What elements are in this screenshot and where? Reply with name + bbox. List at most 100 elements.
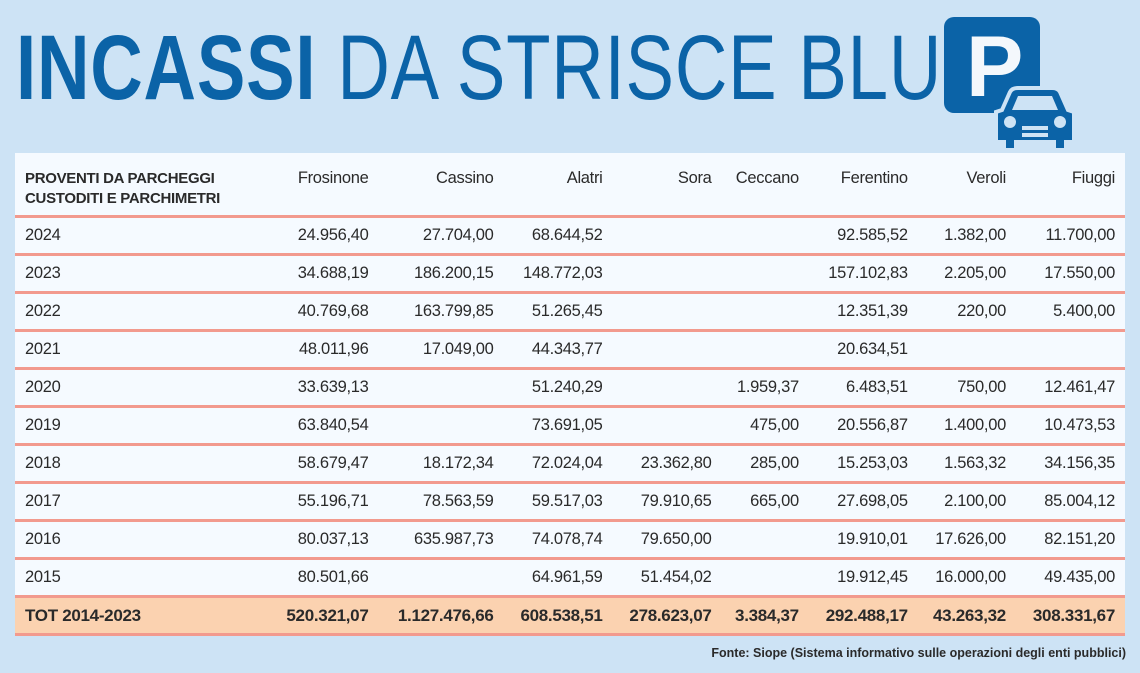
table-cell: 59.517,03 [531, 492, 603, 510]
page-title: INCASSI DA STRISCE BLU [16, 22, 942, 114]
table-cell [379, 369, 504, 407]
title-bold: INCASSI [16, 17, 317, 119]
table-cell: 285,00 [750, 454, 799, 472]
table-cell: 608.538,51 [503, 596, 613, 635]
table-cell: 27.698,05 [837, 492, 908, 510]
table-cell: 278.623,07 [612, 596, 722, 635]
table-cell: 520.321,07 [269, 596, 379, 635]
table-row: 2020 33.639,13 51.240,29 1.959,37 6.483,51 75… [15, 369, 1125, 407]
table-cell [918, 331, 1016, 369]
total-row: TOT 2014-2023 520.321,07 1.127.476,66 608.5… [15, 596, 1125, 635]
table-cell: 15.253,03 [837, 454, 908, 472]
table-cell: 12.351,39 [837, 302, 908, 320]
table-cell: 20.556,87 [837, 416, 908, 434]
table-cell [722, 255, 809, 293]
title-light: DA STRISCE BLU [337, 17, 943, 119]
table-cell: 74.078,74 [531, 530, 603, 548]
table-cell [722, 559, 809, 597]
table-row: 2021 48.011,96 17.049,00 44.343,77 20.634,51 [15, 331, 1125, 369]
table-cell: 308.331,67 [1015, 596, 1125, 635]
table-cell: 3.384,37 [721, 596, 809, 635]
table-cell [613, 331, 722, 369]
table-cell: 68.644,52 [531, 226, 603, 244]
table-cell: 48.011,96 [299, 340, 369, 358]
table-cell [1016, 331, 1125, 369]
table-cell: 20.634,51 [837, 340, 908, 358]
table-cell: 63.840,54 [297, 416, 369, 434]
column-header: Alatri [566, 169, 603, 187]
table-row: 2016 80.037,13 635.987,73 74.078,74 79.650,0… [15, 521, 1125, 559]
table-row: 2022 40.769,68 163.799,85 51.265,45 12.351,3… [15, 293, 1125, 331]
source-note: Fonte: Siope (Sistema informativo sulle … [711, 646, 1126, 660]
table-cell: 51.240,29 [531, 378, 603, 396]
table-cell: 163.799,85 [413, 302, 494, 320]
table-cell: 51.454,02 [640, 568, 712, 586]
table-cell: 40.769,68 [297, 302, 369, 320]
table-cell [613, 407, 722, 445]
table-row: 2015 80.501,66 64.961,59 51.454,02 19.912,45… [15, 559, 1125, 597]
table-cell: 23.362,80 [640, 454, 712, 472]
table-cell: 78.563,59 [422, 492, 494, 510]
table-cell [613, 293, 722, 331]
table-cell: 55.196,71 [297, 492, 369, 510]
table-cell: 5.400,00 [1053, 302, 1115, 320]
table-cell [722, 293, 809, 331]
table-cell: 10.473,53 [1044, 416, 1115, 434]
header-label: PROVENTI DA PARCHEGGI CUSTODITI E PARCHIM… [25, 170, 221, 207]
table-cell [722, 331, 809, 369]
row-label: 2018 [25, 454, 61, 472]
column-header: Ceccano [735, 169, 799, 187]
table-row: 2017 55.196,71 78.563,59 59.517,03 79.910,65… [15, 483, 1125, 521]
table-cell: 11.700,00 [1045, 226, 1116, 244]
table-cell: 1.563,32 [944, 454, 1006, 472]
table-cell: 80.037,13 [297, 530, 369, 548]
table-cell: 2.100,00 [944, 492, 1006, 510]
table-cell [613, 255, 722, 293]
table-cell [722, 217, 809, 255]
table-cell: 6.483,51 [845, 378, 908, 396]
table-cell: 33.639,13 [297, 378, 369, 396]
column-header: Cassino [436, 169, 494, 187]
column-header: Sora [677, 169, 712, 187]
table-cell: 665,00 [750, 492, 799, 510]
table-cell [379, 559, 504, 597]
row-label: 2016 [25, 530, 61, 548]
table-cell: 19.910,01 [837, 530, 908, 548]
table-cell: 80.501,66 [297, 568, 369, 586]
table-cell: 27.704,00 [422, 226, 494, 244]
table-cell: 73.691,05 [531, 416, 603, 434]
column-header: Frosinone [297, 169, 369, 187]
row-label: 2022 [25, 302, 61, 320]
table-cell: 19.912,45 [837, 568, 908, 586]
row-label: 2023 [25, 264, 61, 282]
table-cell: 64.961,59 [531, 568, 603, 586]
table-cell: 220,00 [957, 302, 1006, 320]
row-label: 2020 [25, 378, 61, 396]
table-cell: 16.000,00 [935, 568, 1006, 586]
table-cell [613, 217, 722, 255]
table-cell: 750,00 [957, 378, 1006, 396]
table-cell: 17.049,00 [422, 340, 494, 358]
column-header: Ferentino [840, 169, 908, 187]
table-cell: 17.550,00 [1044, 264, 1115, 282]
table-row: 2024 24.956,40 27.704,00 68.644,52 92.585,52… [15, 217, 1125, 255]
table-cell: 82.151,20 [1044, 530, 1115, 548]
row-label: 2024 [25, 226, 61, 244]
row-label: 2021 [25, 340, 61, 358]
table-row: 2023 34.688,19 186.200,15 148.772,03 157.102… [15, 255, 1125, 293]
table-cell: 2.205,00 [944, 264, 1006, 282]
table-cell: 1.382,00 [944, 226, 1006, 244]
table-cell: 635.987,73 [413, 530, 494, 548]
table-cell: 1.400,00 [944, 416, 1006, 434]
table-cell: 24.956,40 [297, 226, 369, 244]
table-cell: 292.488,17 [808, 596, 918, 635]
table-row: 2019 63.840,54 73.691,05 475,00 20.556,87 1.4… [15, 407, 1125, 445]
row-label: 2015 [25, 568, 61, 586]
table-cell [379, 407, 504, 445]
table-cell: 186.200,15 [413, 264, 494, 282]
row-label: 2017 [25, 492, 61, 510]
table-header-row: PROVENTI DA PARCHEGGI CUSTODITI E PARCHIM… [15, 153, 1125, 217]
table-cell: 12.461,47 [1044, 378, 1115, 396]
table-cell: 79.650,00 [640, 530, 712, 548]
row-label: TOT 2014-2023 [15, 596, 270, 635]
